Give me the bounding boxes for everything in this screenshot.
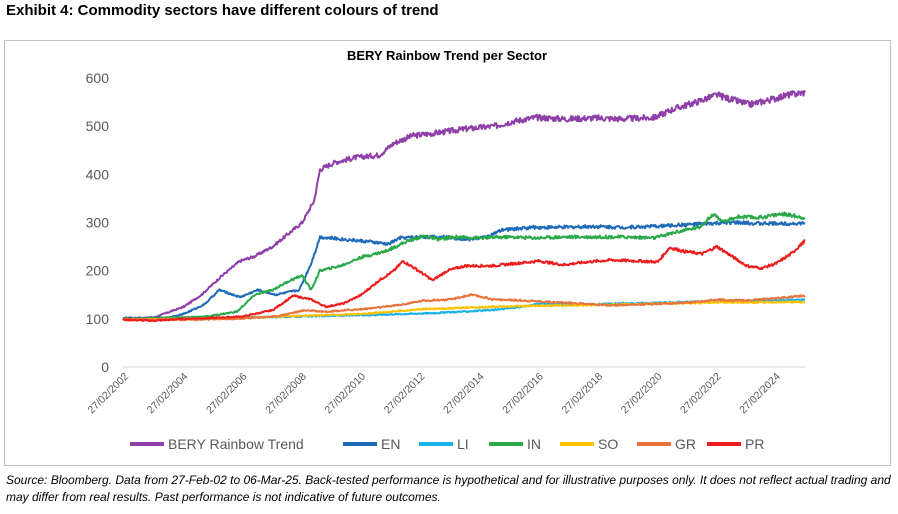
y-tick-label: 300 xyxy=(86,215,110,231)
y-tick-label: 600 xyxy=(86,70,110,86)
x-tick-label: 27/02/2006 xyxy=(204,371,250,417)
series-line-pr xyxy=(122,239,806,323)
exhibit-title: Exhibit 4: Commodity sectors have differ… xyxy=(6,2,439,19)
x-tick-label: 27/02/2022 xyxy=(678,371,724,417)
x-tick-label: 27/02/2004 xyxy=(145,371,191,417)
legend-label-pr: PR xyxy=(745,436,764,452)
legend-label-bery-rainbow-trend: BERY Rainbow Trend xyxy=(168,436,304,452)
x-tick-label: 27/02/2008 xyxy=(263,371,309,417)
y-tick-label: 500 xyxy=(86,118,110,134)
legend-label-gr: GR xyxy=(675,436,696,452)
series-line-in xyxy=(122,211,806,321)
x-tick-label: 27/02/2020 xyxy=(619,371,665,417)
legend-label-en: EN xyxy=(381,436,400,452)
y-tick-label: 200 xyxy=(86,263,110,279)
x-tick-label: 27/02/2016 xyxy=(500,371,546,417)
y-tick-label: 100 xyxy=(86,311,110,327)
x-tick-label: 27/02/2024 xyxy=(737,371,783,417)
y-tick-label: 0 xyxy=(101,359,109,375)
line-chart: BERY Rainbow Trend per Sector 0 100 200 300 4… xyxy=(85,48,806,452)
source-footnote: Source: Bloomberg. Data from 27-Feb-02 t… xyxy=(6,473,891,504)
series-line-gr xyxy=(122,293,806,322)
series-line-bery-rainbow-trend xyxy=(122,90,806,321)
series-line-en xyxy=(122,220,806,320)
x-tick-label: 27/02/2010 xyxy=(322,371,368,417)
legend-label-in: IN xyxy=(527,436,541,452)
x-tick-label: 27/02/2018 xyxy=(559,371,605,417)
legend-label-li: LI xyxy=(457,436,469,452)
legend-label-so: SO xyxy=(598,436,618,452)
chart-frame: BERY Rainbow Trend per Sector 0 100 200 300 4… xyxy=(4,40,891,466)
chart-title: BERY Rainbow Trend per Sector xyxy=(347,48,547,63)
x-tick-label: 27/02/2002 xyxy=(85,371,131,417)
x-tick-label: 27/02/2012 xyxy=(382,371,428,417)
x-tick-label: 27/02/2014 xyxy=(441,371,487,417)
y-tick-label: 400 xyxy=(86,166,110,182)
